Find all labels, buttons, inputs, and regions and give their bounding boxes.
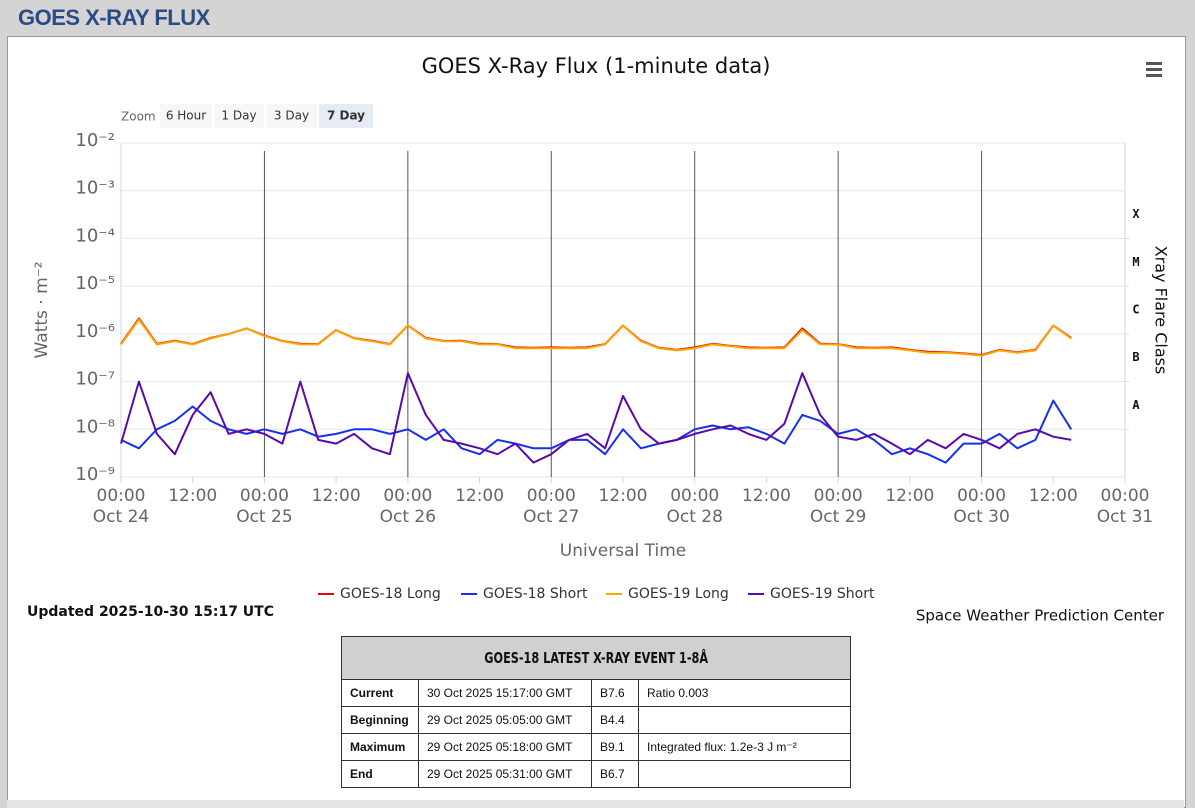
legend-item[interactable]: GOES-19 Long: [606, 586, 729, 602]
x-tick-label: 12:00: [312, 486, 361, 506]
chart: GOES X-Ray Flux (1-minute data) Zoom Wat…: [27, 54, 1171, 625]
table-title: GOES-18 LATEST X-RAY EVENT 1-8Å: [341, 636, 851, 680]
credit: Space Weather Prediction Center: [916, 607, 1165, 625]
table-cell: B4.4: [591, 706, 639, 734]
table-cell: Current: [341, 679, 419, 707]
y-tick-label: 10⁻⁷: [75, 369, 115, 390]
x-tick-label: 12:00: [885, 486, 934, 506]
table-cell: Beginning: [341, 706, 419, 734]
table-cell: [638, 760, 851, 788]
x-axis-title: Universal Time: [560, 541, 686, 561]
table-row: Maximum 29 Oct 2025 05:18:00 GMT B9.1 Integ…: [341, 733, 851, 761]
series-line: [120, 318, 1072, 357]
x-tick-label: 12:00: [599, 486, 648, 506]
x-tick-label: 00:00: [1101, 486, 1150, 506]
zoom-button[interactable]: [214, 104, 264, 128]
table-cell: [638, 706, 851, 734]
y-tick-label: 10⁻³: [75, 178, 115, 199]
table-row: End 29 Oct 2025 05:31:00 GMT B6.7: [341, 760, 851, 788]
plot-area: [120, 142, 1126, 478]
x-tick-label: 12:00: [455, 486, 504, 506]
x-tick-label: 00:00: [527, 486, 576, 506]
chart-title: GOES X-Ray Flux (1-minute data): [422, 54, 771, 78]
table-title-text: GOES-18 LATEST X-RAY EVENT 1-8Å: [484, 649, 708, 667]
x-tick-label: 12:00: [742, 486, 791, 506]
legend-item[interactable]: GOES-18 Long: [318, 586, 441, 602]
table-body: Current 30 Oct 2025 15:17:00 GMT B7.6 Ratio…: [341, 679, 851, 788]
y-tick-label: 10⁻⁹: [75, 464, 115, 485]
y-tick-label: 10⁻⁴: [75, 225, 115, 246]
zoom-button[interactable]: [266, 104, 317, 128]
y2-tick-label: B: [1132, 350, 1139, 364]
table-cell: 29 Oct 2025 05:31:00 GMT: [418, 760, 592, 788]
x-tick-date: Oct 31: [1097, 507, 1153, 527]
x-tick-date: Oct 30: [953, 507, 1009, 527]
table-cell: Ratio 0.003: [638, 679, 851, 707]
table-cell: End: [341, 760, 419, 788]
x-tick-label: 00:00: [383, 486, 432, 506]
table-cell: B9.1: [591, 733, 639, 761]
series-line: [120, 372, 1072, 464]
table-cell: 29 Oct 2025 05:05:00 GMT: [418, 706, 592, 734]
y-tick-label: 10⁻⁶: [75, 321, 115, 342]
x-tick-date: Oct 27: [523, 507, 579, 527]
updated-text: Updated 2025-10-30 15:17 UTC: [27, 604, 274, 620]
y-tick-label: 10⁻⁸: [75, 416, 115, 437]
x-tick-label: 12:00: [1029, 486, 1078, 506]
y-tick-label: 10⁻²: [75, 130, 115, 151]
series-line: [120, 399, 1073, 464]
page-title: GOES X-RAY FLUX: [18, 5, 210, 30]
x-tick-date: Oct 25: [236, 507, 292, 527]
legend-label: GOES-19 Long: [628, 586, 729, 602]
table-cell: Maximum: [341, 733, 419, 761]
x-tick-label: 00:00: [814, 486, 863, 506]
x-tick-label: 00:00: [957, 486, 1006, 506]
x-tick-date: Oct 28: [666, 507, 722, 527]
series-line: [120, 317, 1072, 356]
x-tick-label: 00:00: [240, 486, 289, 506]
x-tick-date: Oct 29: [810, 507, 866, 527]
tab-strip: [7, 800, 1184, 808]
y-tick-label: 10⁻⁵: [75, 273, 115, 294]
x-tick-label: 00:00: [670, 486, 719, 506]
table-cell: Integrated flux: 1.2e-3 J m⁻²: [638, 733, 851, 761]
zoom-label: Zoom: [121, 110, 156, 124]
menu-icon[interactable]: [1146, 62, 1162, 77]
y2-axis-title: Xray Flare Class: [1152, 246, 1171, 375]
x-tick-date: Oct 24: [93, 507, 149, 527]
y2-tick-label: A: [1132, 398, 1140, 412]
event-table: GOES-18 LATEST X-RAY EVENT 1-8Å Current 3…: [341, 636, 851, 788]
zoom-button-label[interactable]: 6 Hour: [166, 109, 206, 123]
legend-item[interactable]: GOES-18 Short: [461, 586, 588, 602]
zoom-button[interactable]: [160, 104, 212, 128]
table-cell: B7.6: [591, 679, 639, 707]
zoom-button[interactable]: [319, 104, 373, 128]
table-row: Beginning 29 Oct 2025 05:05:00 GMT B4.4: [341, 706, 851, 734]
y-axis-title: Watts · m⁻²: [32, 262, 52, 359]
legend-label: GOES-18 Long: [340, 586, 441, 602]
x-tick-date: Oct 26: [380, 507, 436, 527]
y2-tick-label: X: [1132, 207, 1140, 221]
legend-label: GOES-18 Short: [483, 586, 588, 602]
x-tick-label: 12:00: [168, 486, 217, 506]
table-row: Current 30 Oct 2025 15:17:00 GMT B7.6 Ratio…: [341, 679, 851, 707]
zoom-button-label[interactable]: 3 Day: [274, 109, 309, 123]
y2-tick-label: C: [1132, 303, 1139, 317]
zoom-button-label[interactable]: 1 Day: [221, 109, 256, 123]
table-cell: 30 Oct 2025 15:17:00 GMT: [418, 679, 592, 707]
legend-label: GOES-19 Short: [770, 586, 875, 602]
table-cell: 29 Oct 2025 05:18:00 GMT: [418, 733, 592, 761]
table-cell: B6.7: [591, 760, 639, 788]
x-tick-label: 00:00: [97, 486, 146, 506]
y2-tick-label: M: [1132, 255, 1139, 269]
legend-item[interactable]: GOES-19 Short: [748, 586, 875, 602]
zoom-button-label[interactable]: 7 Day: [327, 109, 365, 123]
